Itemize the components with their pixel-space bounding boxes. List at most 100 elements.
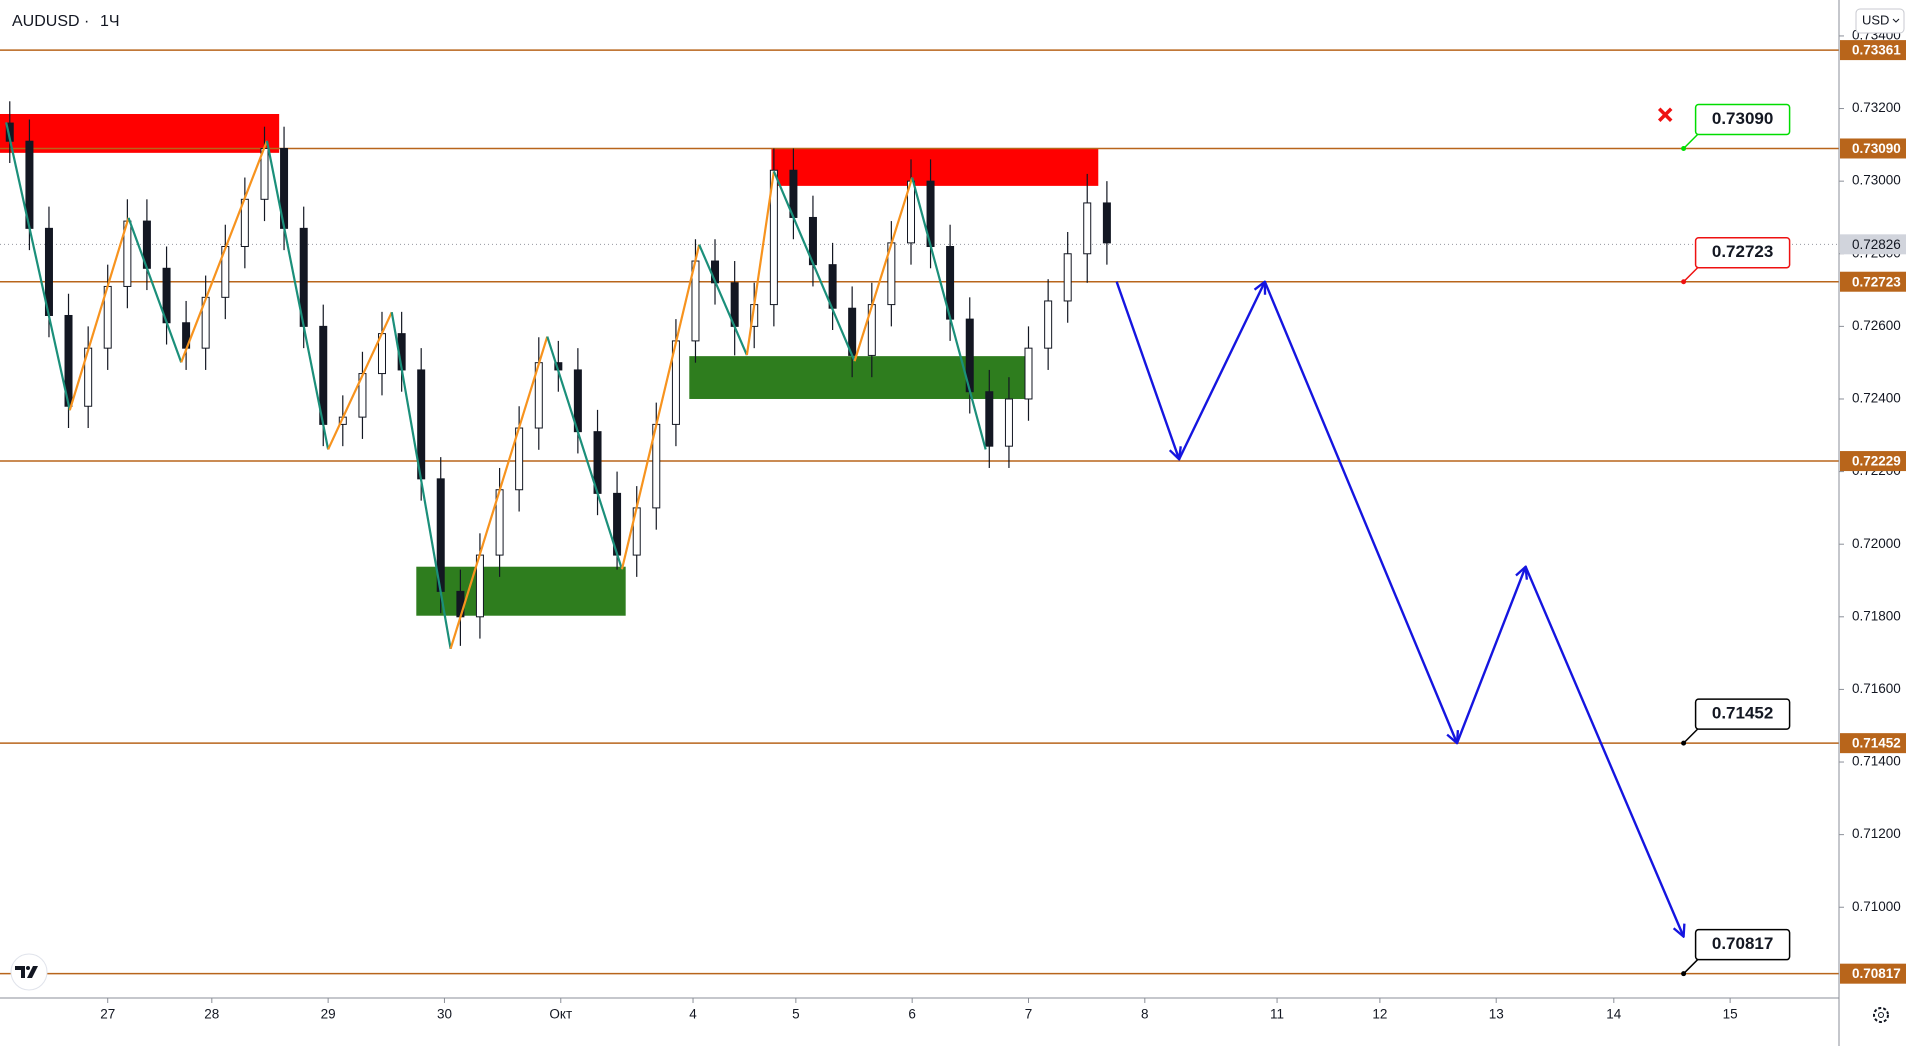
cancel-mark bbox=[1657, 107, 1673, 122]
y-tick-label: 0.71800 bbox=[1852, 608, 1901, 623]
x-tick-label: 8 bbox=[1141, 1007, 1149, 1022]
callout-pointer bbox=[1683, 267, 1699, 283]
zigzag-segment bbox=[449, 336, 549, 650]
candle-body bbox=[1063, 253, 1072, 302]
symbol: AUDUSD bbox=[12, 13, 80, 30]
zigzag-segment bbox=[745, 171, 775, 356]
callout-label: 0.73090 bbox=[1712, 109, 1773, 128]
callout-box bbox=[1694, 236, 1791, 269]
zigzag-segment bbox=[327, 311, 393, 450]
last-price-box bbox=[1840, 234, 1906, 255]
zigzag-segment bbox=[772, 170, 856, 362]
zigzag-segment bbox=[698, 244, 748, 356]
candle-body bbox=[1102, 202, 1111, 244]
x-tick-label: 7 bbox=[1025, 1007, 1033, 1022]
callout-box bbox=[1694, 698, 1791, 730]
x-tick-label: 30 bbox=[437, 1007, 452, 1022]
level-axis-box bbox=[1840, 271, 1906, 292]
candle-body bbox=[1083, 202, 1092, 255]
callout-pointer bbox=[1683, 728, 1699, 744]
projection-arrow bbox=[1115, 281, 1179, 460]
zone bbox=[416, 566, 626, 616]
projection-arrow bbox=[1178, 282, 1265, 460]
level-axis-label: 0.73361 bbox=[1852, 43, 1901, 58]
x-tick-label: 29 bbox=[321, 1007, 336, 1022]
x-tick-label: 12 bbox=[1372, 1007, 1387, 1022]
currency-box[interactable] bbox=[1855, 8, 1905, 34]
y-tick-label: 0.72600 bbox=[1852, 318, 1901, 333]
zigzag-segment bbox=[68, 217, 130, 411]
x-tick-label: 15 bbox=[1723, 1007, 1738, 1022]
level-axis-box bbox=[1840, 138, 1906, 159]
projection-arrow bbox=[1524, 566, 1684, 937]
x-tick-label: 6 bbox=[908, 1007, 916, 1022]
y-tick-label: 0.71200 bbox=[1852, 826, 1901, 841]
x-tick-label: 28 bbox=[204, 1007, 219, 1022]
callout-label: 0.71452 bbox=[1712, 704, 1773, 723]
zigzag-segment bbox=[853, 177, 914, 362]
logo-dot bbox=[26, 966, 30, 970]
y-tick-label: 0.71400 bbox=[1852, 754, 1901, 769]
plot-area: 0.73090 0.72723 0.71452 0.70817 bbox=[0, 49, 1839, 977]
currency-button[interactable]: USD bbox=[1855, 8, 1905, 34]
zigzag-segment bbox=[5, 122, 71, 411]
last-price-label: 0.72826 bbox=[1852, 237, 1901, 252]
level-axis-box bbox=[1840, 40, 1906, 61]
callout-box bbox=[1694, 103, 1791, 136]
currency-caret bbox=[1892, 18, 1900, 23]
callout-pointer bbox=[1683, 959, 1699, 975]
level-axis-label: 0.72229 bbox=[1852, 454, 1901, 469]
zigzag-segment bbox=[911, 177, 987, 450]
candle-body bbox=[1044, 300, 1053, 349]
separator-dot: · bbox=[84, 13, 89, 30]
zone bbox=[771, 148, 1099, 186]
y-tick-label: 0.73200 bbox=[1852, 100, 1901, 115]
x-tick-label: 11 bbox=[1270, 1007, 1284, 1022]
x-tick-label: 13 bbox=[1489, 1007, 1504, 1022]
settings-icon[interactable] bbox=[1873, 1007, 1889, 1023]
level-axis-box bbox=[1840, 733, 1906, 754]
settings-button[interactable] bbox=[1873, 1007, 1889, 1023]
logo-circle[interactable] bbox=[10, 953, 48, 991]
currency[interactable]: USD bbox=[1862, 12, 1889, 27]
callout-label: 0.72723 bbox=[1712, 242, 1773, 261]
x-tick-label: 4 bbox=[689, 1007, 697, 1022]
level-axis-label: 0.70817 bbox=[1852, 966, 1901, 981]
y-tick-label: 0.73000 bbox=[1852, 173, 1901, 188]
level-axis-box bbox=[1840, 451, 1906, 472]
callout-box bbox=[1694, 928, 1791, 961]
x-tick-label: 14 bbox=[1606, 1007, 1622, 1022]
projection-arrow bbox=[1263, 281, 1457, 743]
y-tick-label: 0.71000 bbox=[1852, 899, 1901, 914]
x-tick-label: 5 bbox=[792, 1007, 800, 1022]
logo-mark bbox=[15, 966, 38, 978]
zigzag-segment bbox=[265, 140, 330, 450]
zigzag-segment bbox=[546, 336, 624, 570]
zone bbox=[0, 113, 280, 153]
zigzag-segment bbox=[390, 312, 452, 649]
x-tick-label: Окт bbox=[549, 1007, 572, 1022]
zigzag-segment bbox=[180, 140, 268, 363]
candle-body bbox=[1004, 398, 1013, 447]
level-axis-label: 0.72723 bbox=[1852, 274, 1901, 289]
level-axis-label: 0.73090 bbox=[1852, 141, 1901, 156]
callout-label: 0.70817 bbox=[1712, 934, 1773, 953]
axes: 0.71000 0.71200 0.71400 0.71600 0.71800 0.720… bbox=[100, 28, 1906, 1022]
level-axis-label: 0.71452 bbox=[1852, 736, 1901, 751]
level-axis-box bbox=[1840, 963, 1906, 984]
candle-body bbox=[769, 169, 778, 306]
zone bbox=[689, 356, 1031, 399]
y-tick-label: 0.72000 bbox=[1852, 536, 1901, 551]
tv-logo[interactable] bbox=[10, 953, 48, 991]
projection-arrow bbox=[1455, 567, 1526, 744]
callout-pointer bbox=[1683, 133, 1699, 150]
zigzag-segment bbox=[127, 217, 183, 363]
candle-body bbox=[985, 391, 994, 447]
x-tick-label: 27 bbox=[100, 1007, 115, 1022]
candle-body bbox=[1024, 347, 1033, 400]
y-tick-label: 0.72400 bbox=[1852, 391, 1901, 406]
settings-center bbox=[1878, 1012, 1884, 1018]
y-tick-label: 0.71600 bbox=[1852, 681, 1901, 696]
